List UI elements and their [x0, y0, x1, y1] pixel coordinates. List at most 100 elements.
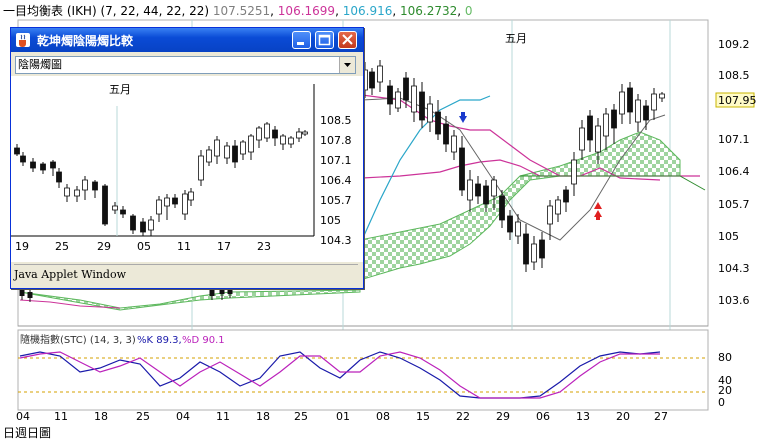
- mini-price-tick-label: 106.4: [320, 174, 352, 187]
- close-button[interactable]: [338, 31, 357, 49]
- mini-date-tick-label: 05: [137, 240, 151, 253]
- applet-title-bar[interactable]: 乾坤燭陰陽燭比較: [11, 28, 363, 52]
- mini-candlestick: [248, 135, 254, 153]
- mini-candlestick: [120, 209, 126, 215]
- mini-candlestick: [280, 135, 286, 145]
- current-price-label: 107.95: [718, 94, 757, 107]
- indicator-value-1: 107.5251: [212, 4, 271, 18]
- stochastic-tick-label: 20: [718, 384, 732, 397]
- candlestick: [395, 91, 401, 109]
- mini-candlestick: [102, 185, 108, 225]
- date-tick-label: 04: [176, 410, 190, 423]
- candlestick: [611, 109, 617, 129]
- stochastic-tick-label: 0: [718, 396, 725, 409]
- senkou-span-line: [520, 175, 706, 191]
- applet-title: 乾坤燭陰陽燭比較: [37, 34, 134, 48]
- candlestick: [659, 93, 665, 99]
- applet-chart[interactable]: 五月 108.5 107.8 107.1 106.4 105.7 105 104.3 19 2…: [11, 76, 363, 262]
- date-tick-label: 22: [456, 410, 470, 423]
- candlestick: [523, 233, 529, 265]
- mini-price-tick-label: 105: [320, 214, 341, 227]
- candlestick: [579, 127, 585, 151]
- date-tick-label: 15: [416, 410, 430, 423]
- mini-candlestick: [50, 161, 56, 169]
- date-tick-label: 18: [94, 410, 108, 423]
- price-tick-label: 107.1: [718, 133, 750, 146]
- stochastic-d-line: [19, 351, 660, 399]
- price-tick-label: 108.5: [718, 69, 750, 82]
- indicator-value-3: 106.916: [342, 4, 393, 18]
- mini-candlestick: [214, 139, 220, 157]
- candlestick: [377, 65, 383, 83]
- date-tick-label: 06: [536, 410, 550, 423]
- date-tick-label: 13: [576, 410, 590, 423]
- minimize-button[interactable]: [292, 31, 311, 49]
- mini-candlestick: [296, 131, 302, 139]
- candlestick: [547, 205, 553, 225]
- mini-candlestick: [224, 145, 230, 159]
- mini-candlestick: [206, 149, 212, 163]
- date-tick-label: 27: [654, 410, 668, 423]
- stochastic-d-value: %D 90.1: [182, 335, 225, 346]
- date-tick-label: 25: [136, 410, 150, 423]
- dropdown-arrow-icon[interactable]: [339, 57, 355, 73]
- candlestick: [19, 290, 25, 296]
- mini-candlestick: [164, 197, 170, 207]
- candlestick: [499, 195, 505, 221]
- candlestick: [427, 103, 433, 123]
- candlestick: [491, 179, 497, 197]
- mini-candlestick: [264, 123, 270, 139]
- mini-candlestick: [188, 191, 194, 201]
- mini-price-tick-label: 105.7: [320, 194, 352, 207]
- main-month-label: 五月: [505, 32, 527, 45]
- indicator-value-4: 106.2732: [400, 4, 458, 18]
- candlestick: [539, 239, 545, 259]
- chart-type-value: 陰陽燭圖: [18, 58, 62, 71]
- mini-date-tick-label: 17: [217, 240, 231, 253]
- mini-candlestick: [256, 127, 262, 141]
- candlestick: [587, 115, 593, 141]
- mini-price-tick-label: 107.1: [320, 154, 352, 167]
- candlestick: [443, 123, 449, 145]
- chart-type-select[interactable]: 陰陽燭圖: [15, 56, 356, 74]
- indicator-header: 一目均衡表 (IKH) (7, 22, 44, 22, 22) 107.5251…: [3, 4, 473, 18]
- candlestick: [555, 199, 561, 215]
- candlestick: [435, 111, 441, 135]
- java-cup-icon: [16, 33, 30, 47]
- candlestick: [475, 183, 481, 197]
- current-price-marker: [715, 92, 755, 108]
- date-tick-label: 25: [294, 410, 308, 423]
- mini-price-tick-label: 108.5: [320, 114, 352, 127]
- applet-window[interactable]: 乾坤燭陰陽燭比較 陰陽燭圖 五月 108.5 107.8 107.1 106.4 105…: [10, 27, 364, 289]
- mini-date-tick-label: 11: [177, 240, 191, 253]
- mini-price-tick-label: 104.3: [320, 234, 352, 247]
- indicator-title: 一目均衡表: [3, 4, 64, 18]
- mini-date-tick-label: 29: [97, 240, 111, 253]
- mini-candlestick: [74, 189, 80, 197]
- candlestick: [227, 288, 233, 294]
- mini-candlestick: [272, 129, 278, 139]
- candlestick: [483, 185, 489, 205]
- candlestick: [531, 243, 537, 263]
- price-tick-label: 105.7: [718, 198, 750, 211]
- price-tick-label: 104.3: [718, 262, 750, 275]
- candlestick: [419, 91, 425, 121]
- mini-candlestick: [112, 205, 118, 211]
- price-tick-label: 106.4: [718, 165, 750, 178]
- mini-candlestick: [172, 197, 178, 205]
- date-tick-label: 01: [336, 410, 350, 423]
- mini-candlestick: [182, 193, 188, 215]
- candlestick: [387, 85, 393, 105]
- candlestick: [219, 290, 225, 294]
- candlestick: [619, 91, 625, 115]
- stochastic-tick-label: 40: [718, 374, 732, 387]
- mini-candlestick: [14, 147, 20, 155]
- mini-candlestick: [30, 161, 36, 169]
- mini-date-tick-label: 23: [257, 240, 271, 253]
- date-tick-label: 11: [216, 410, 230, 423]
- candlestick: [651, 93, 657, 111]
- maximize-button[interactable]: [315, 31, 334, 49]
- down-arrow-icon: [459, 112, 467, 123]
- candlestick: [563, 189, 569, 203]
- mini-candlestick: [64, 187, 70, 197]
